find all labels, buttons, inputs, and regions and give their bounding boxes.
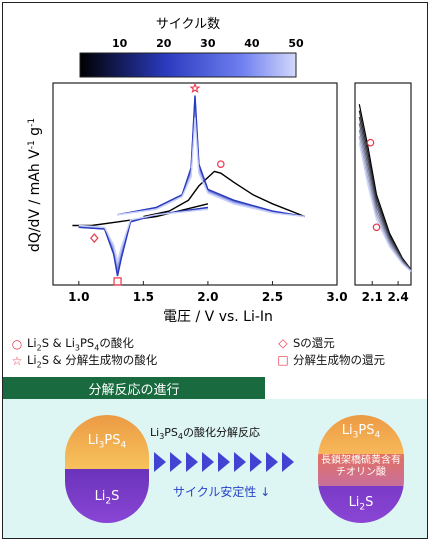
legend-square: □ 分解生成物の還元: [277, 352, 385, 368]
inset-plot-frame: [354, 82, 412, 286]
series-line-cycle-25-charge: [117, 95, 305, 218]
colorbar-ticks: 10 20 30 40 50: [112, 37, 304, 50]
capsule-right: Li3PS4 長鎖架橋硫黄含有チオリン酸 Li2S: [318, 415, 404, 523]
series-line-fan-charge: [117, 98, 305, 218]
capsule-right-top-label: Li3PS4: [341, 423, 381, 441]
series-line-cycle-1-discharge: [72, 203, 209, 227]
legend-star-label: Li2S & 分解生成物の酸化: [27, 353, 158, 370]
legend-circle-label: Li2S & Li3PS4の酸化: [27, 336, 134, 353]
series-line-fan-charge: [117, 95, 305, 218]
chevron-arrow-icon: [234, 452, 246, 472]
capsule-left: Li3PS4 Li2S: [65, 415, 149, 523]
series-line-cycle-50-charge: [117, 117, 305, 218]
circle-peak-marker: [372, 223, 381, 232]
chevron-arrow-icon: [266, 452, 278, 472]
series-line-fan-charge: [117, 114, 305, 218]
inset-x-tick-label: 2.1: [362, 290, 383, 304]
capsule-left-bottom-label: Li2S: [94, 489, 120, 507]
peak-markers: [90, 82, 381, 286]
section-banner: 分解反応の進行: [3, 377, 265, 399]
legend-square-label: 分解生成物の還元: [293, 353, 385, 367]
legend-diamond: ◇ Sの還元: [277, 335, 335, 351]
y-axis-label: dQ/dV / mAh V-1 g-1: [27, 118, 43, 252]
series-line-fan-charge: [117, 111, 305, 218]
circle-peak-marker: [217, 160, 225, 168]
square-peak-marker: [113, 277, 122, 286]
series-line-fan-charge: [117, 100, 305, 218]
x-axis-label: 電圧 / V vs. Li-In: [163, 309, 273, 325]
colorbar-tick-label: 40: [244, 37, 260, 50]
inset-series: [358, 104, 412, 272]
main-x-tick-label: 2.5: [262, 290, 283, 304]
chevron-arrow-icon: [218, 452, 230, 472]
diamond-marker-icon: ◇: [278, 336, 288, 350]
inset-series-line: [358, 142, 412, 272]
main-x-tick-label: 2.0: [197, 290, 218, 304]
chevron-arrow-icon: [250, 452, 262, 472]
reaction-label: Li3PS4の酸化分解反応: [150, 426, 260, 442]
colorbar-title: サイクル数: [156, 17, 220, 32]
inset-x-ticks: 2.1 2.4: [362, 281, 409, 304]
stability-label: サイクル安定性 ↓: [173, 485, 271, 499]
dqdv-figure: サイクル数 10 20 30 40 50 1.0 1.5 2.0 2.5 3.0 2.1 2.4 …: [27, 17, 412, 325]
capsule-left-top-label: Li3PS4: [87, 433, 127, 451]
legend-star: ☆ Li2S & 分解生成物の酸化: [11, 352, 158, 370]
series-line-fan-charge: [117, 117, 305, 218]
capsule-right-bottom-label: Li2S: [348, 495, 374, 513]
main-series: [72, 95, 305, 277]
inset-series-line: [358, 110, 412, 271]
star-peak-marker: [189, 82, 201, 94]
square-marker-icon: □: [277, 353, 289, 367]
inset-series-line: [358, 123, 412, 272]
chevron-arrow-icon: [170, 452, 182, 472]
series-line-fan-charge: [117, 109, 305, 218]
colorbar-tick-label: 30: [200, 37, 216, 50]
reaction-arrows: [154, 452, 294, 472]
chevron-arrow-icon: [186, 452, 198, 472]
legend-diamond-label: Sの還元: [293, 336, 335, 350]
chevron-arrow-icon: [282, 452, 294, 472]
star-marker-icon: ☆: [11, 353, 23, 368]
colorbar-tick-label: 20: [156, 37, 172, 50]
series-line-cycle-50-discharge: [78, 208, 208, 262]
circle-marker-icon: ○: [11, 336, 23, 351]
circle-peak-marker: [366, 138, 375, 147]
series-line-cycle-1-charge: [143, 170, 305, 218]
main-x-tick-label: 1.0: [68, 290, 89, 304]
inset-series-line: [358, 129, 412, 272]
main-x-tick-label: 3.0: [326, 290, 347, 304]
colorbar-tick-label: 50: [288, 37, 304, 50]
legend-circle: ○ Li2S & Li3PS4の酸化: [11, 335, 134, 352]
diamond-peak-marker: [90, 233, 99, 244]
main-x-tick-label: 1.5: [133, 290, 154, 304]
colorbar-tick-label: 10: [112, 37, 128, 50]
main-x-ticks: 1.0 1.5 2.0 2.5 3.0: [68, 281, 348, 304]
chevron-arrow-icon: [154, 452, 166, 472]
inset-series-line: [358, 104, 412, 270]
chevron-arrow-icon: [202, 452, 214, 472]
inset-x-tick-label: 2.4: [387, 290, 408, 304]
capsule-right-middle-label: 長鎖架橋硫黄含有チオリン酸: [321, 455, 401, 478]
series-line-fan-charge: [117, 103, 305, 218]
series-line-fan-charge: [117, 106, 305, 218]
figure-frame: サイクル数 10 20 30 40 50 1.0 1.5 2.0 2.5 3.0 2.1 2.4 …: [2, 2, 428, 539]
colorbar: [79, 52, 297, 78]
